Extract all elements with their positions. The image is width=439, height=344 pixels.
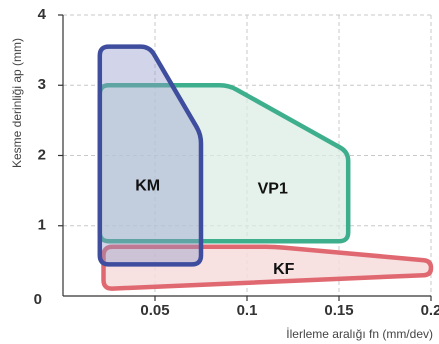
region-label-km: KM xyxy=(135,178,160,195)
region-km xyxy=(97,44,204,267)
y-tick-label-2: 2 xyxy=(38,146,46,163)
x-axis-title: İlerleme aralığı fn (mm/dev) xyxy=(286,327,433,341)
x-tick-label-1: 0.1 xyxy=(237,302,258,319)
region-kf xyxy=(101,244,434,291)
label-layer: KF VP1 KM xyxy=(135,178,294,279)
x-tick-label-0: 0.05 xyxy=(140,302,169,319)
region-label-vp1: VP1 xyxy=(258,180,288,197)
x-tick-label-2: 0.15 xyxy=(324,302,353,319)
y-tick-label-3: 3 xyxy=(38,76,46,93)
region-label-kf: KF xyxy=(273,261,295,278)
series-layer xyxy=(97,44,434,291)
region-vp1 xyxy=(97,83,351,244)
x-tick-label-3: 0.2 xyxy=(421,302,439,319)
y-tick-label-4: 4 xyxy=(38,6,47,23)
axis-layer: 0 1 2 3 4 0.05 0.1 0.15 0.2 İlerleme aralığı fn (… xyxy=(10,6,439,341)
y-tick-label-1: 1 xyxy=(38,217,46,234)
y-tick-label-0: 0 xyxy=(34,291,42,308)
y-axis-title: Kesme derinliği ap (mm) xyxy=(10,38,24,168)
